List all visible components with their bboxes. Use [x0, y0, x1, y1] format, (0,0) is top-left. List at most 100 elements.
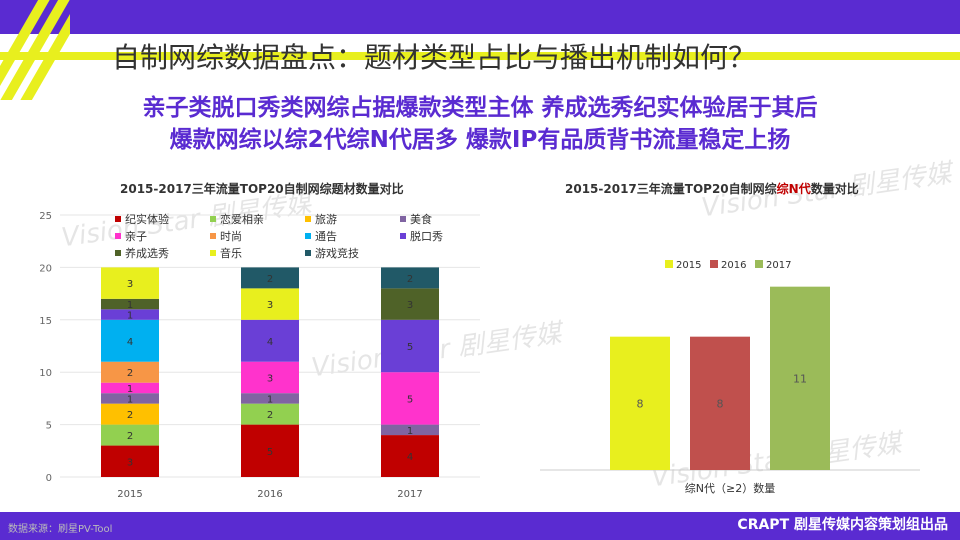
legend-swatch — [755, 260, 763, 268]
legend-label: 2015 — [676, 260, 701, 271]
data-label: 3 — [127, 457, 133, 468]
bar-segment — [381, 435, 439, 477]
legend-swatch — [210, 233, 216, 239]
top-band — [0, 0, 960, 34]
bar-segment — [101, 319, 159, 362]
bar-segment — [241, 393, 299, 404]
stacked-bar-chart: 0510152025322112411320155213432201641553… — [39, 211, 480, 500]
data-label: 1 — [127, 300, 133, 311]
legend-label: 美食 — [410, 212, 432, 226]
data-label: 2 — [127, 431, 133, 442]
legend-label: 时尚 — [220, 229, 242, 243]
data-label: 5 — [407, 342, 413, 353]
legend-swatch — [115, 250, 121, 256]
data-label: 3 — [127, 279, 133, 290]
bar-segment — [241, 319, 299, 362]
bar-segment — [101, 445, 159, 477]
legend-swatch — [710, 260, 718, 268]
legend-swatch — [665, 260, 673, 268]
bar-segment — [101, 267, 159, 299]
y-tick-label: 25 — [39, 211, 52, 222]
bar-segment — [241, 267, 299, 289]
bar-segment — [101, 393, 159, 404]
data-label: 1 — [127, 384, 133, 395]
data-label: 8 — [717, 397, 724, 410]
data-label: 3 — [407, 300, 413, 311]
legend-swatch — [305, 216, 311, 222]
bar-segment — [101, 382, 159, 394]
data-label: 1 — [407, 426, 413, 437]
data-label: 1 — [127, 394, 133, 405]
bar-segment — [241, 424, 299, 477]
chart2-title-part2: 数量对比 — [810, 182, 859, 196]
data-label: 5 — [407, 394, 413, 405]
y-tick-label: 5 — [46, 421, 52, 432]
data-label: 2 — [127, 368, 133, 379]
data-label: 11 — [793, 372, 807, 385]
bar-segment — [381, 267, 439, 289]
bar-segment — [241, 288, 299, 320]
bar-segment — [101, 309, 159, 320]
data-label: 4 — [267, 337, 273, 348]
legend-swatch — [210, 216, 216, 222]
bar-segment — [101, 424, 159, 446]
legend-swatch — [115, 233, 121, 239]
data-label: 3 — [267, 373, 273, 384]
chart1-title: 2015-2017三年流量TOP20自制网综题材数量对比 — [120, 182, 404, 196]
x-axis-label: 综N代（≥2）数量 — [685, 481, 775, 495]
data-label: 2 — [407, 274, 413, 285]
legend-label: 养成选秀 — [125, 246, 169, 260]
bar — [610, 336, 670, 470]
subtitle-line-1: 亲子类脱口秀类网综占据爆款类型主体 养成选秀纪实体验居于其后 — [142, 95, 818, 121]
bar — [770, 286, 830, 470]
x-tick-label: 2016 — [257, 489, 282, 500]
bar-segment — [241, 361, 299, 394]
bar-segment — [381, 319, 439, 373]
legend-swatch — [400, 216, 406, 222]
y-tick-label: 0 — [46, 473, 52, 484]
legend-label: 恋爱相亲 — [220, 212, 264, 226]
data-label: 8 — [637, 397, 644, 410]
x-tick-label: 2015 — [117, 489, 142, 500]
data-label: 4 — [407, 452, 413, 463]
legend-swatch — [115, 216, 121, 222]
y-tick-label: 20 — [39, 263, 52, 274]
data-label: 4 — [127, 337, 133, 348]
data-label: 2 — [127, 410, 133, 421]
data-label: 2 — [267, 274, 273, 285]
data-label: 1 — [267, 394, 273, 405]
legend-label: 亲子 — [125, 229, 147, 243]
slide-title: 自制网综数据盘点：题材类型占比与播出机制如何？ — [112, 41, 757, 74]
bar-segment — [381, 288, 439, 320]
chart2-title-part1: 2015-2017三年流量TOP20自制网综 — [565, 182, 777, 196]
legend-swatch — [400, 233, 406, 239]
y-tick-label: 10 — [39, 368, 52, 379]
legend-label: 2016 — [721, 260, 746, 271]
x-tick-label: 2017 — [397, 489, 422, 500]
bar-segment — [101, 403, 159, 425]
subtitle-line-2: 爆款网综以综2代综N代居多 爆款IP有品质背书流量稳定上扬 — [169, 127, 791, 153]
source-note: 数据来源：刷星PV-Tool — [8, 524, 113, 535]
legend-label: 游戏竞技 — [315, 246, 359, 260]
bar-segment — [381, 372, 439, 425]
bar-segment — [381, 424, 439, 436]
data-label: 2 — [267, 410, 273, 421]
legend-label: 通告 — [315, 230, 337, 243]
bar-segment — [241, 403, 299, 425]
legend-label: 2017 — [766, 260, 791, 271]
chart2-title-highlight: 综N代 — [776, 182, 811, 196]
bar-segment — [101, 361, 159, 383]
legend-swatch — [210, 250, 216, 256]
chart2-title: 2015-2017三年流量TOP20自制网综综N代数量对比 — [565, 180, 859, 197]
bottom-band — [0, 512, 960, 540]
legend-label: 脱口秀 — [410, 229, 443, 243]
legend-label: 旅游 — [315, 212, 337, 226]
bar — [690, 336, 750, 470]
legend-swatch — [305, 250, 311, 256]
data-label: 1 — [127, 311, 133, 322]
decor-stripes — [0, 0, 70, 100]
y-tick-label: 15 — [39, 316, 52, 327]
accent-stripe — [0, 52, 960, 60]
legend-swatch — [305, 233, 311, 239]
